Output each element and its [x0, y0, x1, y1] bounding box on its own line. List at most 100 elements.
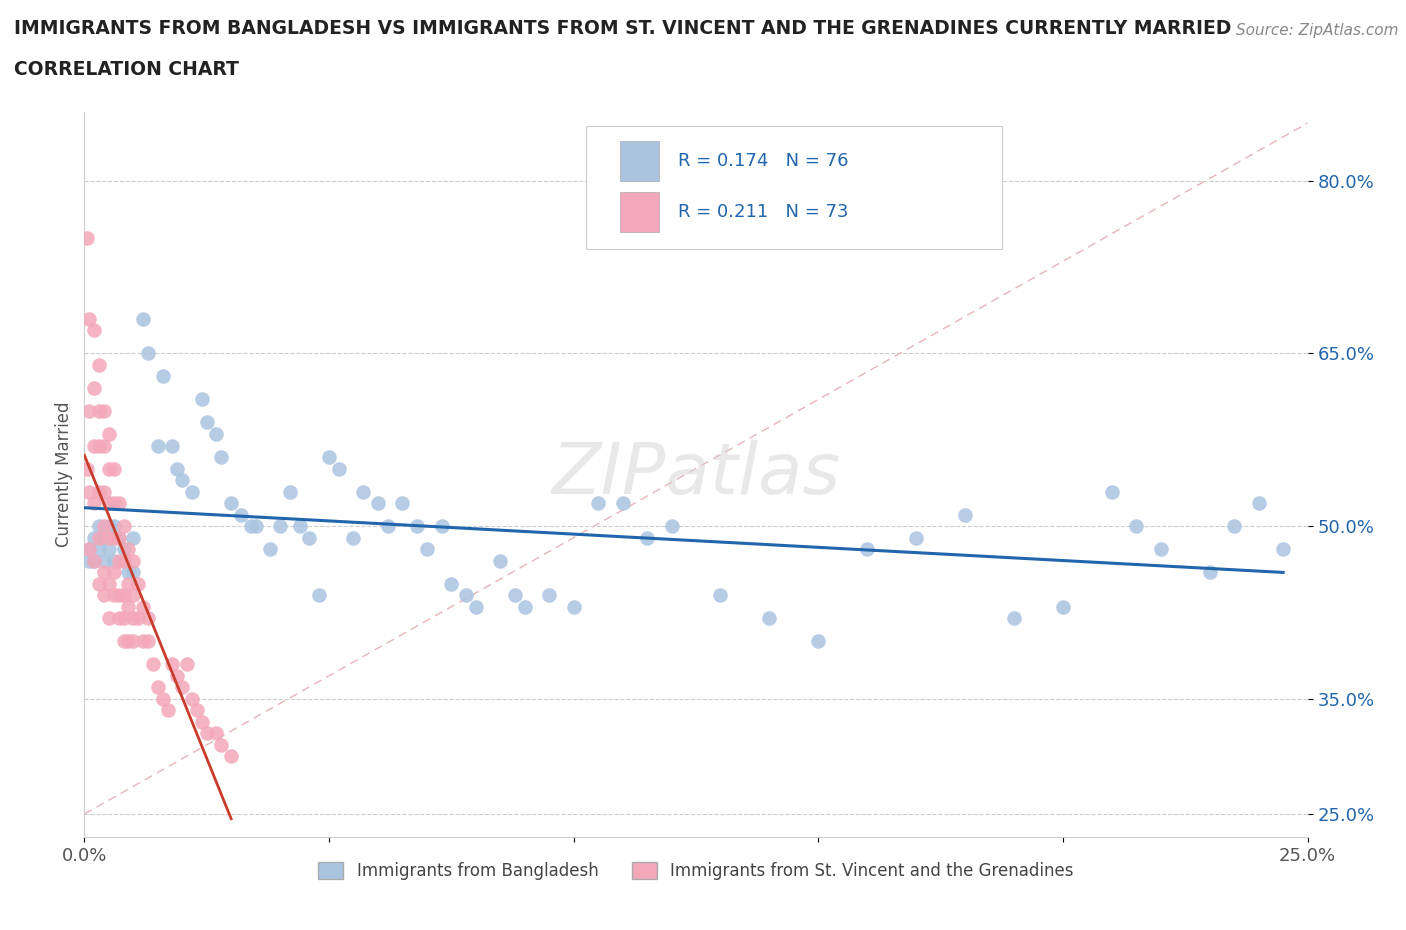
- Point: [1150, 541, 1173, 556]
- Point: [1198, 565, 1220, 579]
- FancyBboxPatch shape: [620, 192, 659, 232]
- Point: [83, 553, 105, 568]
- Point: [77, 553, 100, 568]
- Point: [191, 714, 214, 729]
- Point: [377, 519, 399, 534]
- Point: [1247, 496, 1270, 511]
- Point: [288, 519, 311, 534]
- Point: [146, 438, 169, 453]
- Point: [97, 519, 120, 534]
- Point: [156, 703, 179, 718]
- Point: [1125, 519, 1147, 534]
- Point: [191, 392, 214, 407]
- Point: [112, 611, 135, 626]
- Point: [107, 553, 129, 568]
- Point: [612, 496, 634, 511]
- Point: [117, 577, 139, 591]
- Point: [112, 588, 135, 603]
- Point: [245, 519, 267, 534]
- Point: [239, 519, 262, 534]
- Point: [83, 323, 105, 338]
- Point: [117, 599, 139, 614]
- Point: [172, 472, 194, 487]
- Point: [87, 357, 110, 372]
- Point: [181, 691, 204, 706]
- Point: [93, 485, 115, 499]
- Point: [107, 530, 129, 545]
- Point: [503, 588, 526, 603]
- Point: [112, 519, 135, 534]
- Point: [83, 530, 105, 545]
- Point: [586, 496, 609, 511]
- Point: [87, 541, 110, 556]
- Point: [97, 427, 120, 442]
- Point: [406, 519, 429, 534]
- Point: [107, 530, 129, 545]
- Point: [103, 530, 125, 545]
- Point: [117, 634, 139, 649]
- Point: [77, 485, 100, 499]
- Point: [186, 703, 208, 718]
- Point: [176, 657, 198, 671]
- Point: [489, 553, 512, 568]
- Legend: Immigrants from Bangladesh, Immigrants from St. Vincent and the Grenadines: Immigrants from Bangladesh, Immigrants f…: [312, 856, 1080, 886]
- Point: [454, 588, 477, 603]
- Point: [391, 496, 413, 511]
- Point: [122, 634, 145, 649]
- Point: [905, 530, 928, 545]
- FancyBboxPatch shape: [620, 141, 659, 180]
- Point: [1002, 611, 1025, 626]
- Text: Source: ZipAtlas.com: Source: ZipAtlas.com: [1236, 23, 1399, 38]
- Point: [464, 599, 486, 614]
- Point: [269, 519, 291, 534]
- Point: [87, 404, 110, 418]
- Point: [219, 749, 242, 764]
- Point: [93, 519, 115, 534]
- Point: [367, 496, 389, 511]
- Point: [87, 438, 110, 453]
- Point: [1052, 599, 1074, 614]
- Point: [136, 346, 159, 361]
- Point: [83, 380, 105, 395]
- Point: [103, 461, 125, 476]
- Point: [209, 449, 232, 464]
- Point: [97, 461, 120, 476]
- Point: [136, 634, 159, 649]
- Point: [308, 588, 330, 603]
- Point: [152, 369, 174, 384]
- Point: [83, 553, 105, 568]
- Point: [132, 312, 155, 326]
- Text: IMMIGRANTS FROM BANGLADESH VS IMMIGRANTS FROM ST. VINCENT AND THE GRENADINES CUR: IMMIGRANTS FROM BANGLADESH VS IMMIGRANTS…: [14, 19, 1232, 37]
- Point: [513, 599, 536, 614]
- Point: [807, 634, 830, 649]
- Point: [93, 588, 115, 603]
- Point: [97, 541, 120, 556]
- Point: [318, 449, 340, 464]
- Point: [562, 599, 585, 614]
- Point: [87, 485, 110, 499]
- Point: [298, 530, 321, 545]
- Point: [93, 404, 115, 418]
- Point: [259, 541, 281, 556]
- Point: [103, 519, 125, 534]
- Point: [132, 599, 155, 614]
- Point: [132, 634, 155, 649]
- Point: [166, 461, 188, 476]
- Point: [122, 565, 145, 579]
- Point: [181, 485, 204, 499]
- Point: [636, 530, 658, 545]
- Point: [77, 541, 100, 556]
- Point: [152, 691, 174, 706]
- Point: [430, 519, 453, 534]
- Point: [97, 611, 120, 626]
- Text: CORRELATION CHART: CORRELATION CHART: [14, 60, 239, 79]
- Point: [538, 588, 561, 603]
- Point: [93, 530, 115, 545]
- Point: [328, 461, 350, 476]
- Point: [162, 657, 184, 671]
- Point: [112, 634, 135, 649]
- Point: [87, 530, 110, 545]
- Point: [122, 553, 145, 568]
- Point: [107, 496, 129, 511]
- Point: [83, 438, 105, 453]
